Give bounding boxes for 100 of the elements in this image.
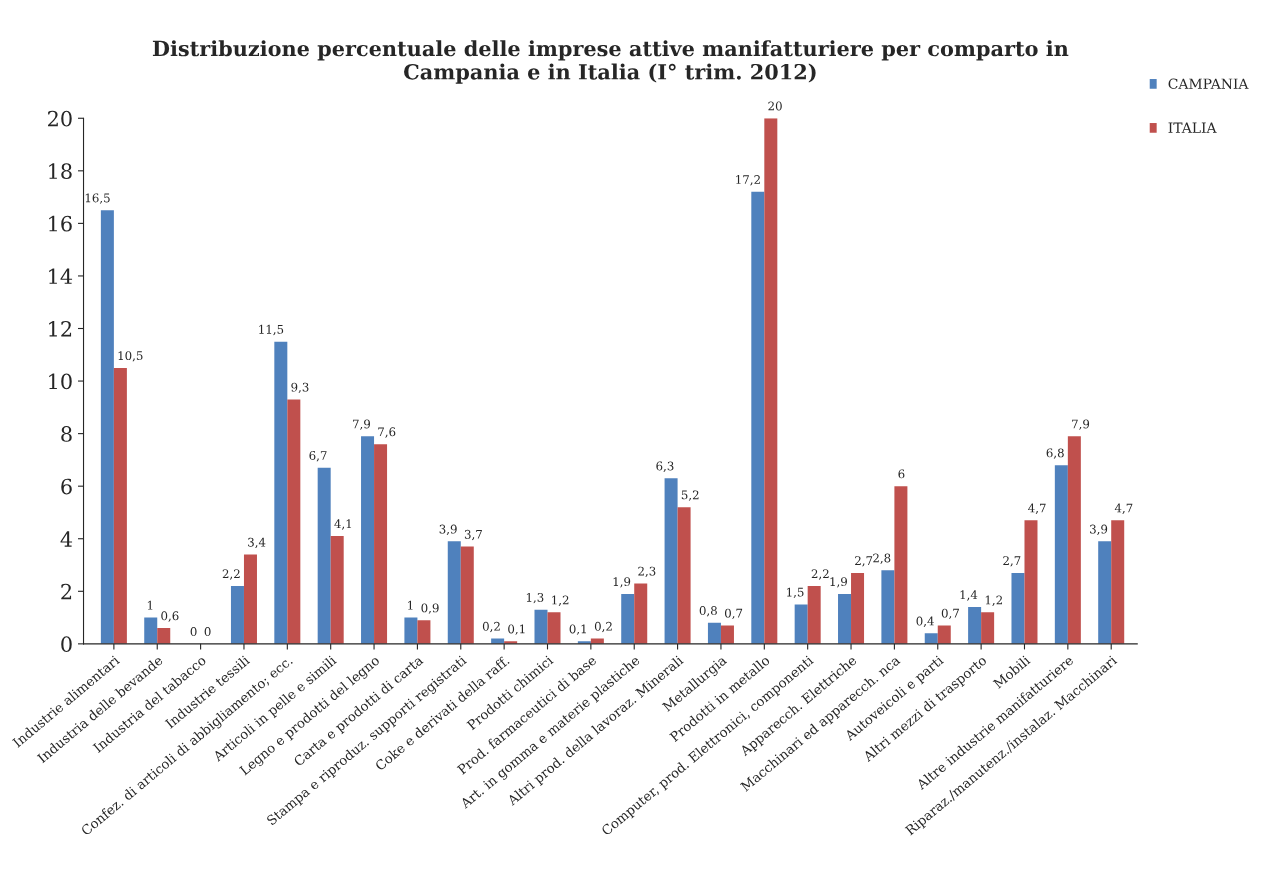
data-label: 2,7 (1003, 556, 1021, 567)
bar (460, 546, 474, 644)
data-label: 0,8 (699, 606, 717, 617)
y-tick-label: 10 (49, 373, 72, 390)
bar (287, 399, 301, 644)
bar (881, 570, 895, 644)
data-label: 0,2 (482, 621, 500, 633)
bar (894, 486, 908, 644)
y-tick-label: 4 (60, 531, 73, 547)
bar (374, 444, 388, 644)
bar (664, 478, 678, 644)
bar (720, 625, 734, 644)
data-label: 6,3 (656, 461, 674, 472)
bar (404, 617, 418, 644)
bar (144, 617, 158, 644)
bar (634, 583, 648, 644)
data-label: 1,2 (552, 595, 569, 606)
data-label: 1 (147, 600, 153, 610)
bar (851, 572, 865, 644)
bar (751, 191, 765, 644)
bar (417, 620, 431, 644)
bar (157, 628, 171, 644)
bar (230, 586, 244, 644)
y-tick-label: 8 (61, 426, 72, 442)
data-label: 2,3 (638, 566, 656, 578)
bar (1011, 572, 1025, 644)
data-label: 6 (898, 469, 905, 479)
data-label: 4,1 (334, 519, 352, 530)
data-label: 2,7 (855, 556, 873, 567)
bar (100, 210, 114, 644)
data-label: 5,2 (681, 490, 699, 501)
data-label: 17,2 (736, 175, 760, 186)
bar (330, 536, 344, 644)
data-label: 1,2 (985, 595, 1002, 606)
data-label: 3,7 (464, 529, 482, 541)
data-label: 1 (408, 600, 413, 610)
bar (764, 118, 778, 644)
bar (113, 367, 127, 644)
data-label: 11,5 (259, 324, 284, 336)
data-label: 0,7 (941, 608, 959, 620)
bar (838, 593, 852, 644)
y-tick-label: 18 (49, 163, 72, 180)
data-label: 1,5 (787, 587, 804, 599)
data-label: 2,2 (222, 569, 240, 580)
data-label: 9,3 (291, 382, 309, 394)
data-label: 1,9 (830, 577, 847, 588)
data-label: 0 (190, 627, 197, 637)
bar (361, 436, 375, 644)
bar (547, 612, 561, 644)
bar (1054, 465, 1068, 644)
data-label: 4,7 (1028, 503, 1046, 514)
data-label: 16,5 (85, 193, 110, 204)
bar (981, 612, 995, 644)
legend-label: ITALIA (1168, 122, 1217, 133)
bar (317, 467, 331, 644)
bar (807, 586, 821, 644)
bar (924, 633, 938, 644)
data-label: 2,2 (811, 569, 829, 580)
data-label: 0,7 (724, 608, 743, 620)
data-label: 3,9 (1090, 524, 1108, 535)
data-label: 0,4 (916, 616, 934, 627)
data-label: 3,4 (248, 537, 266, 549)
bar (274, 341, 288, 644)
y-tick-label: 0 (61, 636, 72, 653)
bar (1098, 541, 1112, 644)
bar (1111, 520, 1125, 644)
data-label: 3,9 (439, 524, 457, 535)
data-label: 7,6 (378, 427, 396, 438)
data-label: 6,7 (309, 451, 327, 462)
y-tick-label: 20 (48, 110, 72, 127)
data-label: 7,9 (1072, 419, 1090, 430)
bar (621, 593, 635, 644)
bar (1067, 436, 1081, 644)
chart-title: Distribuzione percentuale delle imprese attive manifatturiere per comparto in Campania e in Italia (I° trim. 2012) (152, 40, 1069, 84)
y-tick-label: 6 (61, 478, 72, 495)
data-label: 0,2 (594, 621, 612, 633)
bar (243, 554, 257, 644)
data-label: 7,9 (353, 419, 370, 430)
y-tick-label: 2 (61, 583, 72, 600)
y-tick-label: 16 (49, 215, 72, 232)
bar (707, 622, 721, 644)
data-label: 0,1 (569, 624, 586, 635)
data-label: 1,4 (960, 590, 978, 601)
bar (937, 625, 951, 644)
data-label: 0 (204, 627, 211, 637)
data-label: 0,1 (508, 624, 525, 635)
data-label: 20 (768, 101, 782, 111)
data-label: 1,3 (526, 592, 544, 604)
bar (677, 507, 691, 644)
y-tick-label: 14 (49, 268, 73, 284)
data-label: 0,9 (421, 603, 439, 614)
data-label: 1,9 (613, 577, 631, 588)
data-label: 0,6 (161, 611, 179, 622)
bar (968, 607, 982, 644)
data-label: 6,8 (1046, 448, 1064, 459)
legend-label: CAMPANIA (1168, 78, 1249, 89)
bar (447, 541, 461, 644)
bar (1024, 520, 1038, 644)
bar (534, 609, 548, 644)
y-tick-label: 12 (49, 320, 72, 337)
